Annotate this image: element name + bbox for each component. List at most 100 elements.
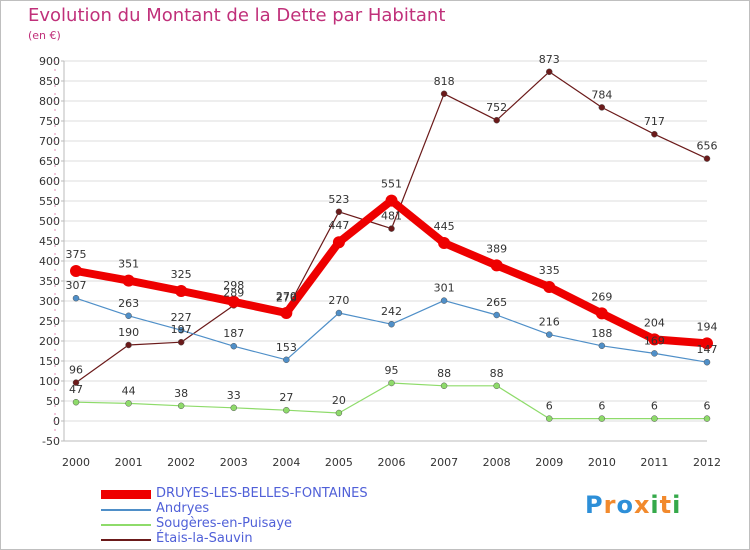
data-label: 307 — [66, 279, 87, 292]
y-tick-label: 550 — [39, 195, 60, 208]
y-tick-label: 200 — [39, 335, 60, 348]
data-label: 276 — [276, 292, 297, 305]
data-label: 263 — [118, 297, 139, 310]
data-label: 298 — [223, 279, 244, 292]
data-label: 47 — [69, 383, 83, 396]
data-label: 873 — [539, 53, 560, 66]
data-label: 194 — [697, 320, 718, 333]
data-label: 216 — [539, 316, 560, 329]
x-tick-label: 2006 — [378, 456, 406, 469]
data-point — [283, 406, 290, 414]
legend-label-etais: Étais-la-Sauvin — [156, 531, 253, 546]
data-point — [595, 307, 608, 320]
data-point — [598, 415, 606, 422]
data-point — [125, 341, 132, 349]
data-label: 717 — [644, 115, 665, 128]
data-point — [546, 331, 553, 338]
x-tick-label: 2008 — [483, 456, 511, 469]
data-point — [440, 90, 448, 98]
x-tick-label: 2000 — [62, 456, 90, 469]
data-point — [283, 356, 290, 364]
logo-letter: i — [672, 491, 682, 519]
y-tick-label: 500 — [39, 215, 60, 228]
data-label: 187 — [223, 327, 244, 340]
data-point — [440, 297, 448, 304]
data-point — [546, 68, 553, 76]
data-label: 88 — [437, 367, 451, 380]
x-tick-label: 2007 — [430, 456, 458, 469]
data-label: 269 — [591, 290, 612, 303]
data-label: 325 — [171, 268, 192, 281]
x-tick-label: 2009 — [535, 456, 563, 469]
x-tick-label: 2003 — [220, 456, 248, 469]
proxiti-logo: Proxiti — [585, 491, 681, 519]
data-point — [703, 415, 711, 422]
data-label: 6 — [651, 400, 658, 413]
data-label: 270 — [276, 290, 297, 303]
data-point — [385, 194, 398, 207]
data-point — [70, 265, 82, 277]
data-label: 38 — [174, 387, 188, 400]
data-label: 265 — [486, 296, 507, 309]
data-point — [493, 116, 500, 124]
data-point — [280, 307, 293, 319]
y-tick-label: 50 — [46, 395, 60, 408]
data-point — [72, 294, 80, 302]
logo-letter: r — [603, 491, 617, 519]
data-label: 335 — [539, 264, 560, 277]
logo-letter: P — [585, 491, 604, 519]
y-tick-label: 250 — [39, 315, 60, 328]
y-tick-label: 650 — [39, 155, 60, 168]
data-point — [543, 281, 556, 293]
data-point — [648, 333, 661, 346]
data-label: 197 — [171, 323, 192, 336]
legend-label-andryes: Andryes — [156, 501, 210, 516]
data-point — [122, 274, 135, 287]
data-point — [440, 382, 448, 390]
logo-letter: x — [633, 491, 651, 519]
logo-letter: t — [659, 491, 673, 519]
logo-letter: i — [650, 491, 660, 519]
data-point — [598, 104, 606, 111]
data-point — [125, 400, 132, 407]
data-label: 96 — [69, 364, 83, 377]
data-label: 289 — [223, 286, 244, 299]
x-tick-label: 2001 — [115, 456, 143, 469]
data-point — [388, 379, 395, 387]
data-point — [493, 382, 500, 390]
data-point — [230, 342, 237, 350]
data-label: 169 — [644, 334, 665, 347]
y-tick-label: 750 — [39, 115, 60, 128]
data-label: 752 — [486, 101, 507, 114]
data-point — [332, 236, 345, 249]
data-point — [493, 311, 500, 319]
data-label: 6 — [546, 400, 553, 413]
y-tick-label: 850 — [39, 75, 60, 88]
y-tick-label: 900 — [39, 55, 60, 68]
data-point — [598, 342, 606, 350]
data-point — [388, 225, 395, 232]
data-point — [125, 312, 132, 320]
data-label: 190 — [118, 326, 139, 339]
data-label: 242 — [381, 305, 402, 318]
data-label: 375 — [66, 248, 87, 261]
chart-subtitle: (en €) — [28, 29, 61, 42]
data-point — [175, 285, 188, 297]
chart-title: Evolution du Montant de la Dette par Hab… — [28, 5, 446, 26]
y-tick-label: 100 — [39, 375, 60, 388]
y-tick-label: 0 — [53, 415, 60, 428]
data-point — [72, 379, 80, 386]
legend-swatch-sougeres — [101, 524, 151, 526]
line-chart: -50 0 50 100 150 200 250 300 350 400 450 500 550 600 6… — [39, 53, 721, 469]
legend-swatch-andryes — [101, 509, 151, 511]
data-point — [438, 237, 451, 249]
data-point — [703, 155, 711, 162]
y-tick-label: 150 — [39, 355, 60, 368]
data-label: 147 — [697, 343, 718, 356]
y-tick-label: 700 — [39, 135, 60, 148]
data-label: 447 — [328, 219, 349, 232]
data-label: 301 — [434, 282, 455, 295]
data-label: 351 — [118, 258, 139, 271]
